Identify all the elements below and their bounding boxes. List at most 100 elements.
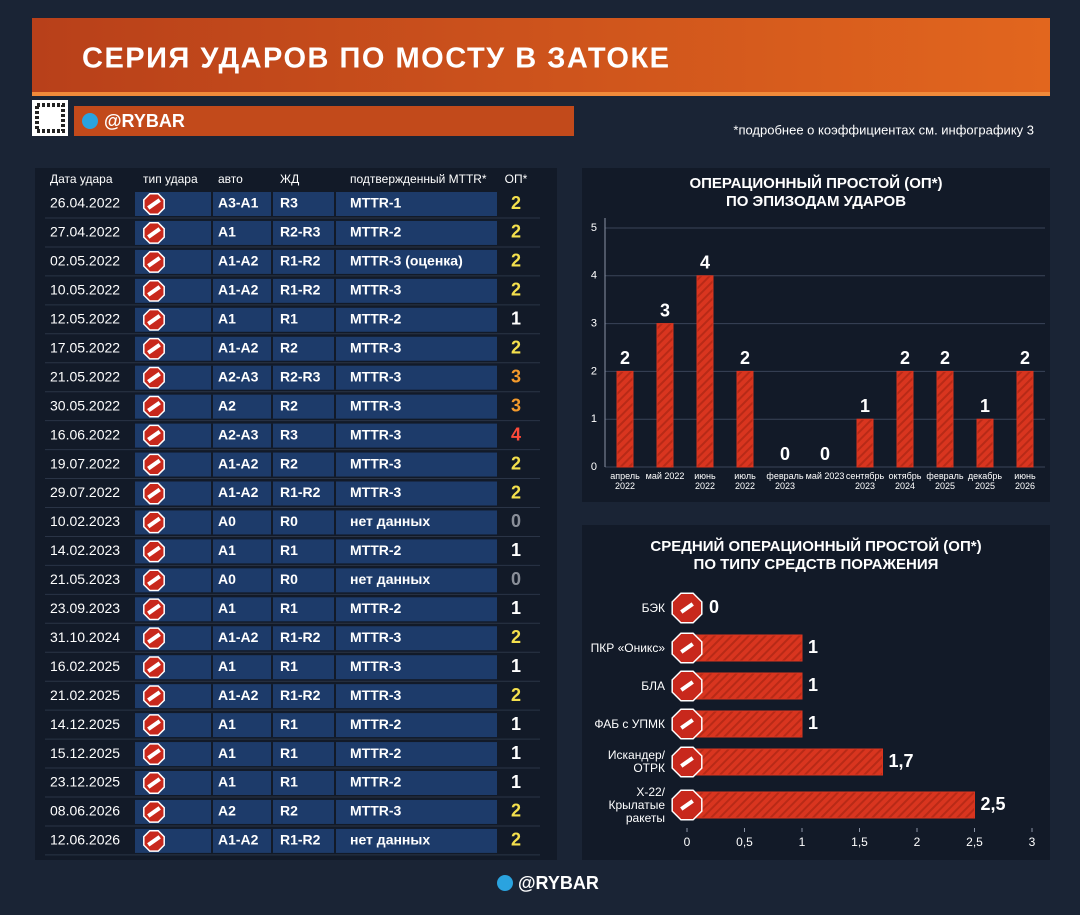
x-tick-label: 3 — [1029, 835, 1036, 849]
x-tick-label: 2 — [914, 835, 921, 849]
row-cell — [135, 278, 497, 303]
bar — [696, 275, 714, 468]
icon-glyph — [147, 487, 161, 500]
mttr: MTTR-3 — [350, 397, 402, 413]
bar — [856, 418, 874, 468]
date: 12.05.2022 — [50, 311, 120, 327]
date: 08.06.2026 — [50, 803, 120, 819]
icon-glyph — [147, 748, 161, 760]
row-cell — [135, 597, 497, 622]
auto: А1 — [218, 600, 236, 616]
y-tick-label: 0 — [591, 461, 597, 473]
icon-glyph — [147, 227, 161, 239]
icon-glyph — [147, 574, 161, 587]
auto: А1-А2 — [218, 629, 259, 645]
value-label: 1 — [860, 396, 870, 416]
value-label: 1 — [808, 637, 818, 657]
mttr: MTTR-3 — [350, 658, 402, 674]
auto: А2-А3 — [218, 426, 259, 442]
op: 2 — [511, 627, 521, 647]
rail: R1 — [280, 542, 298, 558]
auto: А1-А2 — [218, 455, 259, 471]
row-cell — [135, 249, 497, 274]
mttr: MTTR-3 — [350, 282, 402, 298]
op: 1 — [511, 540, 521, 560]
date: 14.02.2023 — [50, 542, 120, 558]
auto: А1 — [218, 774, 236, 790]
value-label: 2 — [940, 348, 950, 368]
y-tick-label: 4 — [591, 270, 597, 282]
y-tick-label: 2 — [591, 365, 597, 377]
date: 16.06.2022 — [50, 426, 120, 442]
x-tick-label: июнь 2026 — [1014, 471, 1036, 491]
bar — [736, 370, 754, 468]
x-tick-label: 1,5 — [851, 835, 868, 849]
y-tick-label: ФАБ с УПМК — [594, 716, 665, 731]
op: 2 — [511, 338, 521, 358]
auto: А1-А2 — [218, 832, 259, 848]
auto: А1 — [218, 716, 236, 732]
mttr: нет данных — [350, 832, 430, 848]
mttr: MTTR-3 — [350, 629, 402, 645]
row-cell — [135, 684, 497, 709]
value-label: 2,5 — [981, 794, 1006, 814]
date: 21.02.2025 — [50, 687, 120, 703]
auto: А1 — [218, 745, 236, 761]
icon-glyph — [147, 603, 161, 615]
op: 1 — [511, 309, 521, 329]
rail: R3 — [280, 195, 298, 211]
chart-title: ОПЕРАЦИОННЫЙ ПРОСТОЙ (ОП*) ПО ЭПИЗОДАМ У… — [689, 175, 943, 210]
op: 2 — [511, 251, 521, 271]
rail: R1 — [280, 716, 298, 732]
op: 1 — [511, 598, 521, 618]
date: 29.07.2022 — [50, 484, 120, 500]
value-label: 3 — [660, 300, 670, 320]
date: 10.05.2022 — [50, 282, 120, 298]
row-cell — [135, 828, 497, 853]
telegram-icon — [82, 113, 98, 129]
op: 1 — [511, 714, 521, 734]
auto: А1 — [218, 224, 236, 240]
y-tick-label: 5 — [591, 222, 597, 234]
column-header: подтвержденный MTTR* — [350, 172, 487, 186]
row-cell — [135, 771, 497, 795]
bar — [896, 370, 914, 468]
auto: А1-А2 — [218, 253, 259, 269]
auto: А0 — [218, 513, 236, 529]
icon-glyph — [147, 372, 161, 384]
title: СЕРИЯ УДАРОВ ПО МОСТУ В ЗАТОКЕ — [82, 43, 671, 75]
auto: А1-А2 — [218, 687, 259, 703]
auto: А2 — [218, 397, 236, 413]
x-tick-label: декабрь 2025 — [967, 471, 1003, 491]
value-label: 2 — [740, 348, 750, 368]
mttr: MTTR-2 — [350, 745, 402, 761]
mttr: MTTR-3 — [350, 455, 402, 471]
icon-glyph — [147, 545, 161, 558]
value-label: 1,7 — [889, 751, 914, 771]
date: 23.09.2023 — [50, 600, 120, 616]
rail: R1 — [280, 774, 298, 790]
op: 3 — [511, 395, 521, 415]
rail: R2 — [280, 339, 298, 355]
date: 02.05.2022 — [50, 253, 120, 269]
x-tick-label: июль 2022 — [734, 471, 756, 491]
icon-glyph — [147, 429, 161, 442]
value-label: 4 — [700, 253, 710, 273]
column-header: тип удара — [143, 172, 198, 186]
date: 15.12.2025 — [50, 745, 120, 761]
mttr: MTTR-2 — [350, 774, 402, 790]
y-tick-label: Х-22/ Крылатые ракеты — [608, 784, 666, 825]
x-tick-label: 0 — [684, 835, 691, 849]
x-tick-label: февраль 2025 — [926, 471, 964, 491]
x-tick-label: май 2022 — [645, 471, 685, 481]
op: 2 — [511, 222, 521, 242]
icon-glyph — [147, 285, 161, 297]
value-label: 1 — [980, 396, 990, 416]
rail: R1-R2 — [280, 253, 321, 269]
mttr: MTTR-3 — [350, 803, 402, 819]
rail: R2-R3 — [280, 368, 321, 384]
op: 1 — [511, 772, 521, 792]
value-label: 0 — [709, 597, 719, 617]
footer-brand: @RYBAR — [518, 873, 599, 893]
